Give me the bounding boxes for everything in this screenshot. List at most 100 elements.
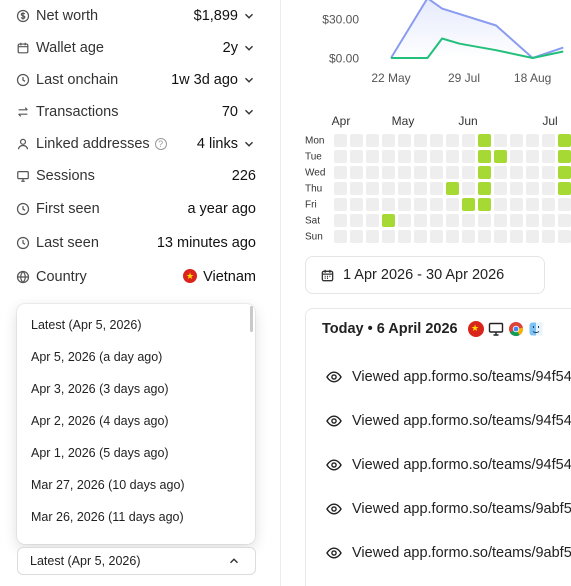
heatmap-cell[interactable]: [414, 166, 427, 179]
heatmap-cell[interactable]: [382, 198, 395, 211]
stat-linked-addresses[interactable]: Linked addresses? 4 links: [16, 132, 256, 156]
heatmap-cell[interactable]: [510, 134, 523, 147]
heatmap-cell[interactable]: [542, 214, 555, 227]
heatmap-cell[interactable]: [526, 198, 539, 211]
heatmap-cell[interactable]: [494, 134, 507, 147]
heatmap-cell[interactable]: [478, 230, 491, 243]
heatmap-cell[interactable]: [542, 198, 555, 211]
activity-event[interactable]: Viewed app.formo.so/teams/94f54: [326, 411, 571, 431]
heatmap-cell[interactable]: [414, 198, 427, 211]
heatmap-cell[interactable]: [510, 150, 523, 163]
heatmap-cell[interactable]: [334, 214, 347, 227]
heatmap-cell[interactable]: [430, 166, 443, 179]
heatmap-cell[interactable]: [494, 214, 507, 227]
heatmap-cell[interactable]: [510, 182, 523, 195]
heatmap-cell[interactable]: [334, 166, 347, 179]
heatmap-cell[interactable]: [350, 198, 363, 211]
heatmap-cell[interactable]: [558, 166, 571, 179]
heatmap-cell[interactable]: [430, 198, 443, 211]
stat-wallet-age[interactable]: Wallet age 2y: [16, 36, 256, 60]
heatmap-cell[interactable]: [494, 182, 507, 195]
heatmap-cell[interactable]: [334, 230, 347, 243]
activity-event[interactable]: Viewed app.formo.so/teams/9abf5: [326, 543, 571, 563]
heatmap-cell[interactable]: [462, 230, 475, 243]
heatmap-cell[interactable]: [478, 182, 491, 195]
chevron-down-icon[interactable]: [242, 41, 256, 55]
heatmap-cell[interactable]: [510, 214, 523, 227]
heatmap-cell[interactable]: [446, 150, 459, 163]
heatmap-cell[interactable]: [430, 150, 443, 163]
heatmap-cell[interactable]: [430, 214, 443, 227]
activity-event[interactable]: Viewed app.formo.so/teams/9abf5: [326, 499, 571, 519]
chevron-down-icon[interactable]: [242, 137, 256, 151]
heatmap-cell[interactable]: [414, 150, 427, 163]
heatmap-cell[interactable]: [542, 134, 555, 147]
stat-last-onchain[interactable]: Last onchain 1w 3d ago: [16, 68, 256, 92]
heatmap-cell[interactable]: [558, 182, 571, 195]
dropdown-option[interactable]: Apr 3, 2026 (3 days ago): [31, 382, 169, 396]
heatmap-cell[interactable]: [446, 134, 459, 147]
heatmap-cell[interactable]: [462, 214, 475, 227]
heatmap-cell[interactable]: [494, 230, 507, 243]
heatmap-cell[interactable]: [414, 134, 427, 147]
heatmap-cell[interactable]: [478, 166, 491, 179]
heatmap-cell[interactable]: [446, 182, 459, 195]
heatmap-cell[interactable]: [382, 230, 395, 243]
dropdown-option[interactable]: Apr 1, 2026 (5 days ago): [31, 446, 169, 460]
heatmap-cell[interactable]: [510, 166, 523, 179]
heatmap-cell[interactable]: [558, 134, 571, 147]
heatmap-cell[interactable]: [334, 134, 347, 147]
heatmap-cell[interactable]: [526, 134, 539, 147]
heatmap-cell[interactable]: [446, 214, 459, 227]
heatmap-cell[interactable]: [366, 198, 379, 211]
heatmap-cell[interactable]: [430, 182, 443, 195]
heatmap-cell[interactable]: [366, 214, 379, 227]
dropdown-option[interactable]: Latest (Apr 5, 2026): [31, 318, 142, 332]
heatmap-cell[interactable]: [382, 134, 395, 147]
heatmap-cell[interactable]: [366, 182, 379, 195]
scrollbar[interactable]: [250, 306, 253, 332]
heatmap-cell[interactable]: [414, 182, 427, 195]
activity-event[interactable]: Viewed app.formo.so/teams/94f54: [326, 455, 571, 475]
heatmap-cell[interactable]: [398, 166, 411, 179]
heatmap-cell[interactable]: [446, 198, 459, 211]
heatmap-cell[interactable]: [382, 182, 395, 195]
heatmap-cell[interactable]: [526, 230, 539, 243]
heatmap-cell[interactable]: [350, 214, 363, 227]
activity-event[interactable]: Viewed app.formo.so/teams/94f54: [326, 367, 571, 387]
heatmap-cell[interactable]: [478, 198, 491, 211]
heatmap-cell[interactable]: [494, 166, 507, 179]
dropdown-option[interactable]: Mar 26, 2026 (11 days ago): [31, 510, 184, 524]
chevron-down-icon[interactable]: [242, 9, 256, 23]
date-range-picker[interactable]: 1 Apr 2026 - 30 Apr 2026: [305, 256, 545, 294]
heatmap-cell[interactable]: [542, 166, 555, 179]
heatmap-cell[interactable]: [542, 182, 555, 195]
chevron-down-icon[interactable]: [242, 105, 256, 119]
heatmap-cell[interactable]: [526, 150, 539, 163]
heatmap-cell[interactable]: [510, 230, 523, 243]
heatmap-cell[interactable]: [398, 214, 411, 227]
dropdown-option[interactable]: Mar 27, 2026 (10 days ago): [31, 478, 185, 492]
heatmap-cell[interactable]: [462, 182, 475, 195]
heatmap-cell[interactable]: [398, 182, 411, 195]
heatmap-cell[interactable]: [334, 150, 347, 163]
date-dropdown-menu[interactable]: Latest (Apr 5, 2026) Apr 5, 2026 (a day …: [17, 304, 255, 544]
heatmap-cell[interactable]: [382, 214, 395, 227]
heatmap-cell[interactable]: [478, 214, 491, 227]
chevron-down-icon[interactable]: [242, 73, 256, 87]
heatmap-cell[interactable]: [430, 230, 443, 243]
heatmap-cell[interactable]: [398, 150, 411, 163]
heatmap-cell[interactable]: [350, 182, 363, 195]
heatmap-cell[interactable]: [398, 198, 411, 211]
help-icon[interactable]: ?: [154, 138, 167, 150]
heatmap-cell[interactable]: [350, 166, 363, 179]
heatmap-cell[interactable]: [526, 214, 539, 227]
heatmap-cell[interactable]: [526, 182, 539, 195]
stat-net-worth[interactable]: Net worth $1,899: [16, 4, 256, 28]
heatmap-cell[interactable]: [558, 198, 571, 211]
heatmap-cell[interactable]: [462, 166, 475, 179]
heatmap-cell[interactable]: [494, 198, 507, 211]
heatmap-cell[interactable]: [462, 150, 475, 163]
heatmap-cell[interactable]: [398, 230, 411, 243]
heatmap-cell[interactable]: [334, 198, 347, 211]
